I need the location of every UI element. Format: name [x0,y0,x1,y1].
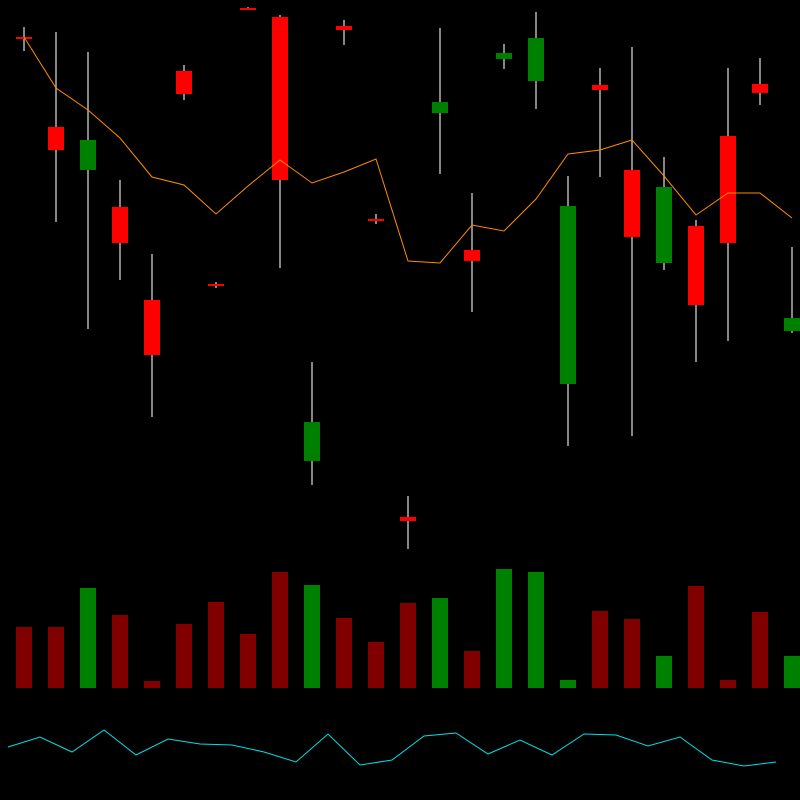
volume-bar [432,598,448,688]
candle-body [464,250,480,261]
candle-body [624,170,640,237]
candle-body [432,102,448,113]
volume-bar [336,618,352,688]
candle-body [400,517,416,521]
candle-body [688,226,704,305]
moving-average [23,36,793,264]
volume-bar [784,656,800,688]
candle-body [16,37,32,39]
candle-body [496,53,512,59]
candle-body [176,71,192,94]
volume-bar [464,651,480,688]
volume-bar [80,588,96,688]
volume-bar [16,627,32,688]
candle-body [208,284,224,286]
volume-bar [528,572,544,688]
volume-bar [176,624,192,688]
candle-body [784,318,800,331]
volume-bar [496,569,512,688]
candle-body [48,127,64,150]
candle-body [560,206,576,384]
volume-bar [592,611,608,688]
candle-body [304,422,320,461]
volume-bar [208,602,224,688]
volume-bar [560,680,576,688]
volume-bar [112,615,128,688]
volume-bar [624,619,640,688]
candle-body [368,219,384,221]
candle-body [240,8,256,10]
candle-body [592,85,608,90]
candle-body [80,140,96,170]
volume-bar [688,586,704,688]
volume-bar [240,634,256,688]
volume-bar [400,603,416,688]
volume-bar [656,656,672,688]
candle-body [656,187,672,263]
bodies [16,8,800,521]
volume-bar [752,612,768,688]
volume-bar [144,681,160,688]
candle-body [272,17,288,180]
indicator-line [7,729,777,767]
volume-bar [720,680,736,688]
candle-body [336,26,352,30]
candle-body [112,207,128,243]
candle-body [528,38,544,81]
candle-body [720,136,736,243]
volume-bar [368,642,384,688]
candle-body [144,300,160,355]
volume-bar [48,627,64,688]
volume-bar [272,572,288,688]
wicks [23,7,793,549]
volume-bar [304,585,320,688]
candle-body [752,84,768,93]
